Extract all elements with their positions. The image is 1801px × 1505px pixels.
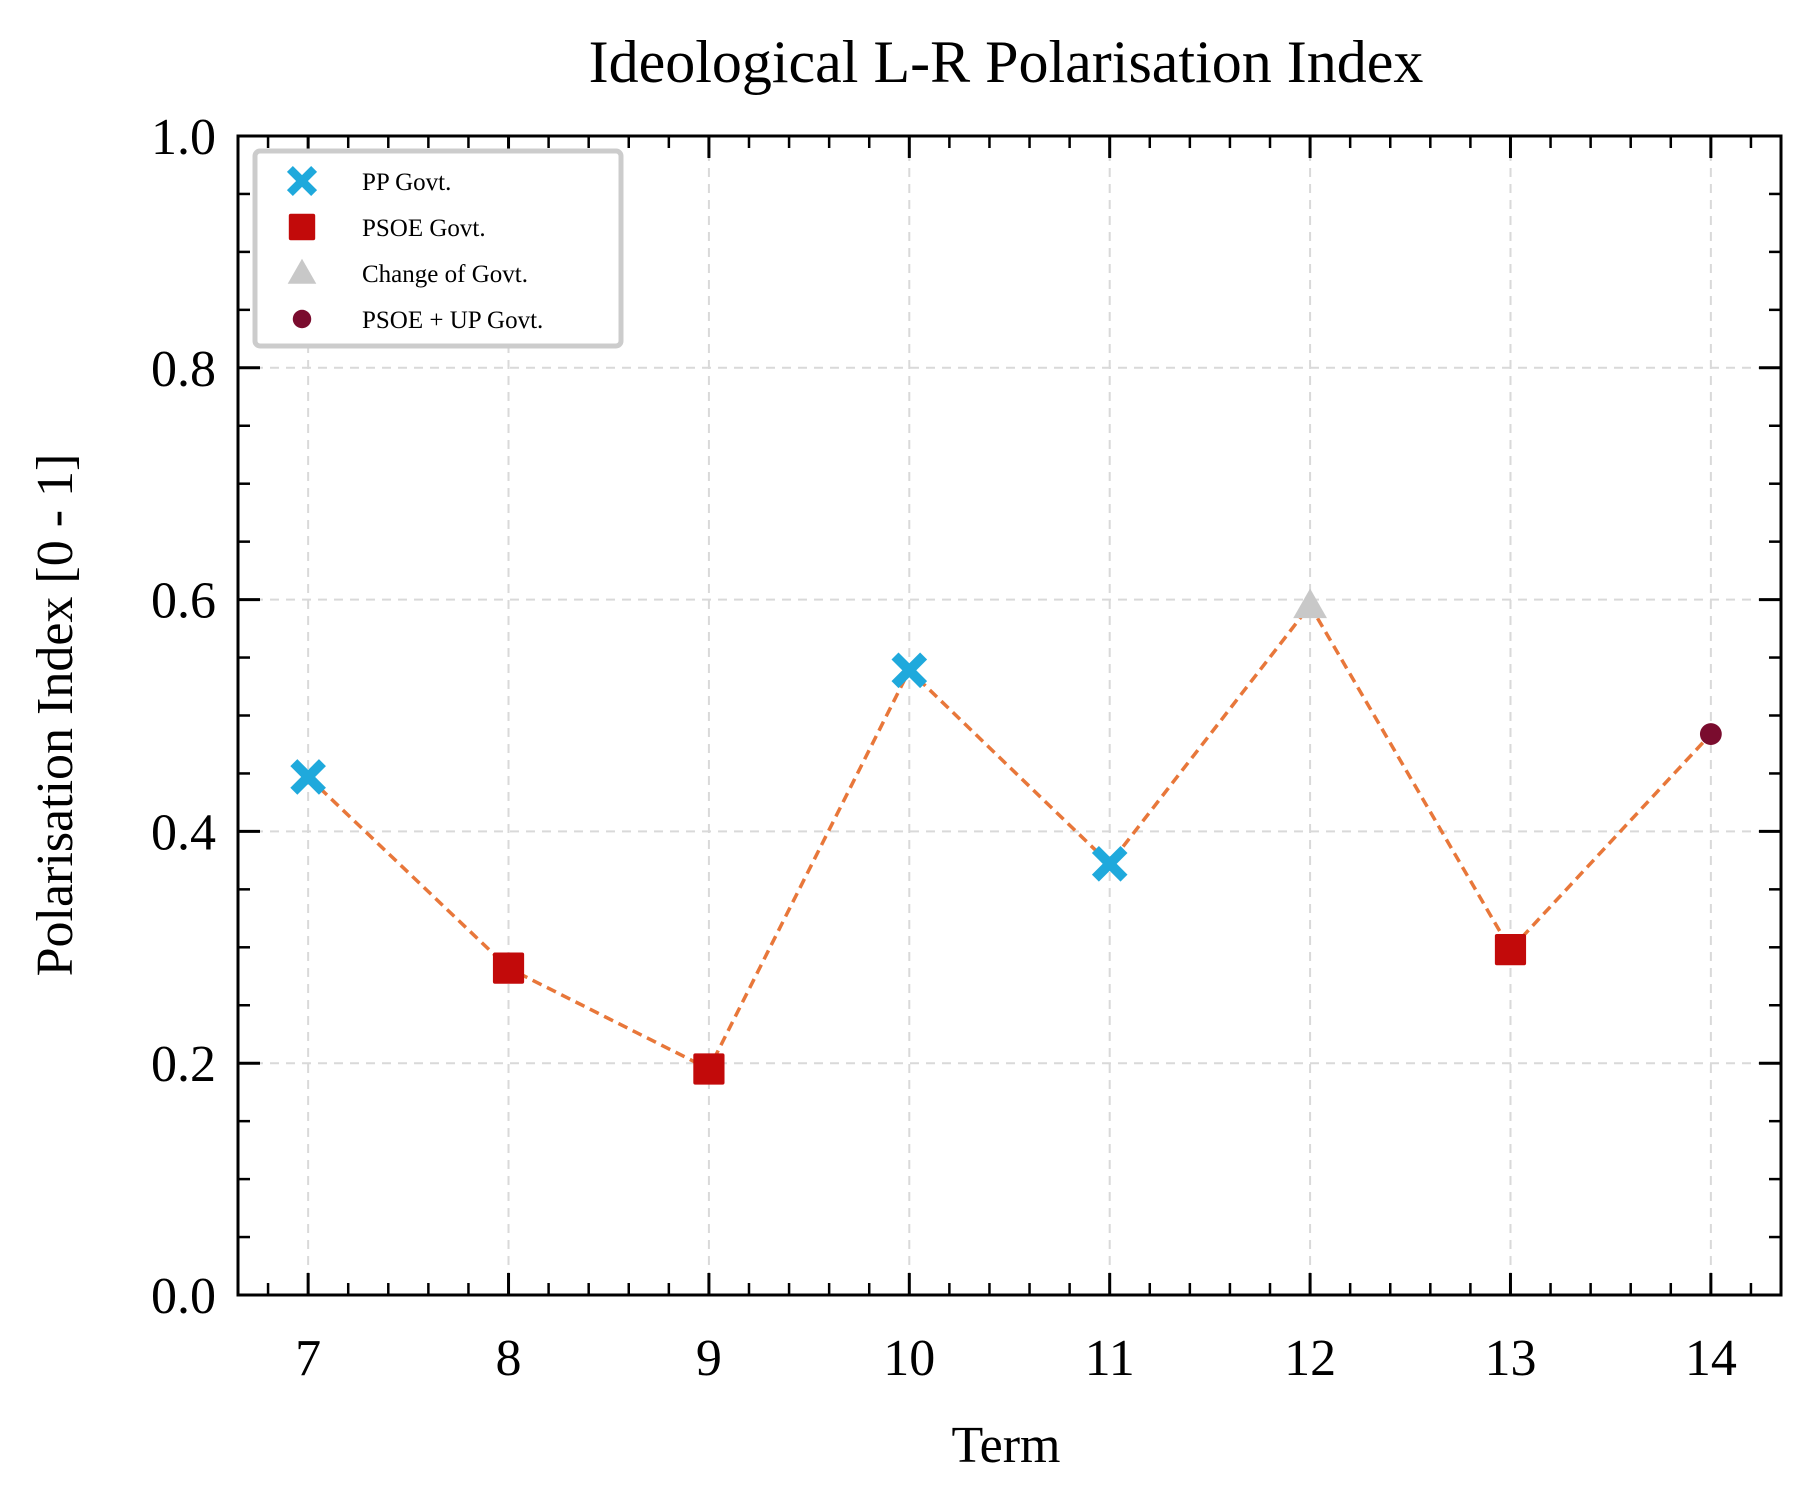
data-point-x [290, 759, 326, 795]
x-tick-label: 7 [295, 1330, 321, 1387]
data-point-x-stroke [1091, 846, 1128, 882]
y-tick-label: 0.8 [151, 341, 216, 398]
x-tick-label: 11 [1085, 1330, 1135, 1387]
chart-title: Ideological L-R Polarisation Index [589, 29, 1424, 95]
legend-marker-triangle [287, 258, 317, 284]
data-point-triangle [1293, 588, 1327, 619]
data-point-square [492, 952, 525, 984]
y-tick-label: 1.0 [151, 109, 216, 166]
x-tick-label: 8 [496, 1330, 522, 1387]
x-axis-title: Term [952, 1417, 1061, 1474]
data-point-square [1494, 934, 1527, 966]
legend-label: PP Govt. [362, 169, 451, 196]
data-point-x [891, 652, 928, 689]
legend-label: PSOE Govt. [362, 215, 486, 242]
data-point-x [1091, 846, 1128, 882]
data-markers [290, 588, 1722, 1085]
x-tick-label: 13 [1484, 1330, 1536, 1387]
y-tick-label: 0.0 [151, 1268, 216, 1325]
data-point-circle [1699, 723, 1722, 745]
legend-marker-circle [292, 309, 312, 329]
legend: PP Govt. PSOE Govt. Change of Govt. PSOE + … [252, 148, 624, 349]
data-point-square [693, 1053, 725, 1085]
legend-frame [252, 148, 624, 349]
data-point-x-stroke [891, 652, 928, 689]
x-tick-label: 9 [696, 1330, 722, 1387]
legend-label: PSOE + UP Govt. [362, 307, 543, 334]
data-point-x-stroke [290, 759, 326, 795]
y-tick-label: 0.4 [151, 804, 216, 861]
axis-ticks: 7 8 9 10 11 12 13 14 0.0 0.2 0.4 0.6 0.8 1.0 [151, 109, 1781, 1387]
legend-label: Change of Govt. [362, 261, 528, 288]
x-tick-label: 12 [1284, 1330, 1336, 1387]
y-tick-label: 0.6 [151, 573, 216, 630]
legend-marker-x-stroke [286, 165, 318, 197]
legend-marker-square [288, 213, 316, 241]
y-axis-title: Polarisation Index [0 - 1] [27, 454, 84, 977]
legend-marker-x [286, 165, 318, 197]
y-tick-label: 0.2 [151, 1036, 216, 1093]
x-tick-label: 14 [1685, 1330, 1737, 1387]
x-tick-label: 10 [883, 1330, 935, 1387]
